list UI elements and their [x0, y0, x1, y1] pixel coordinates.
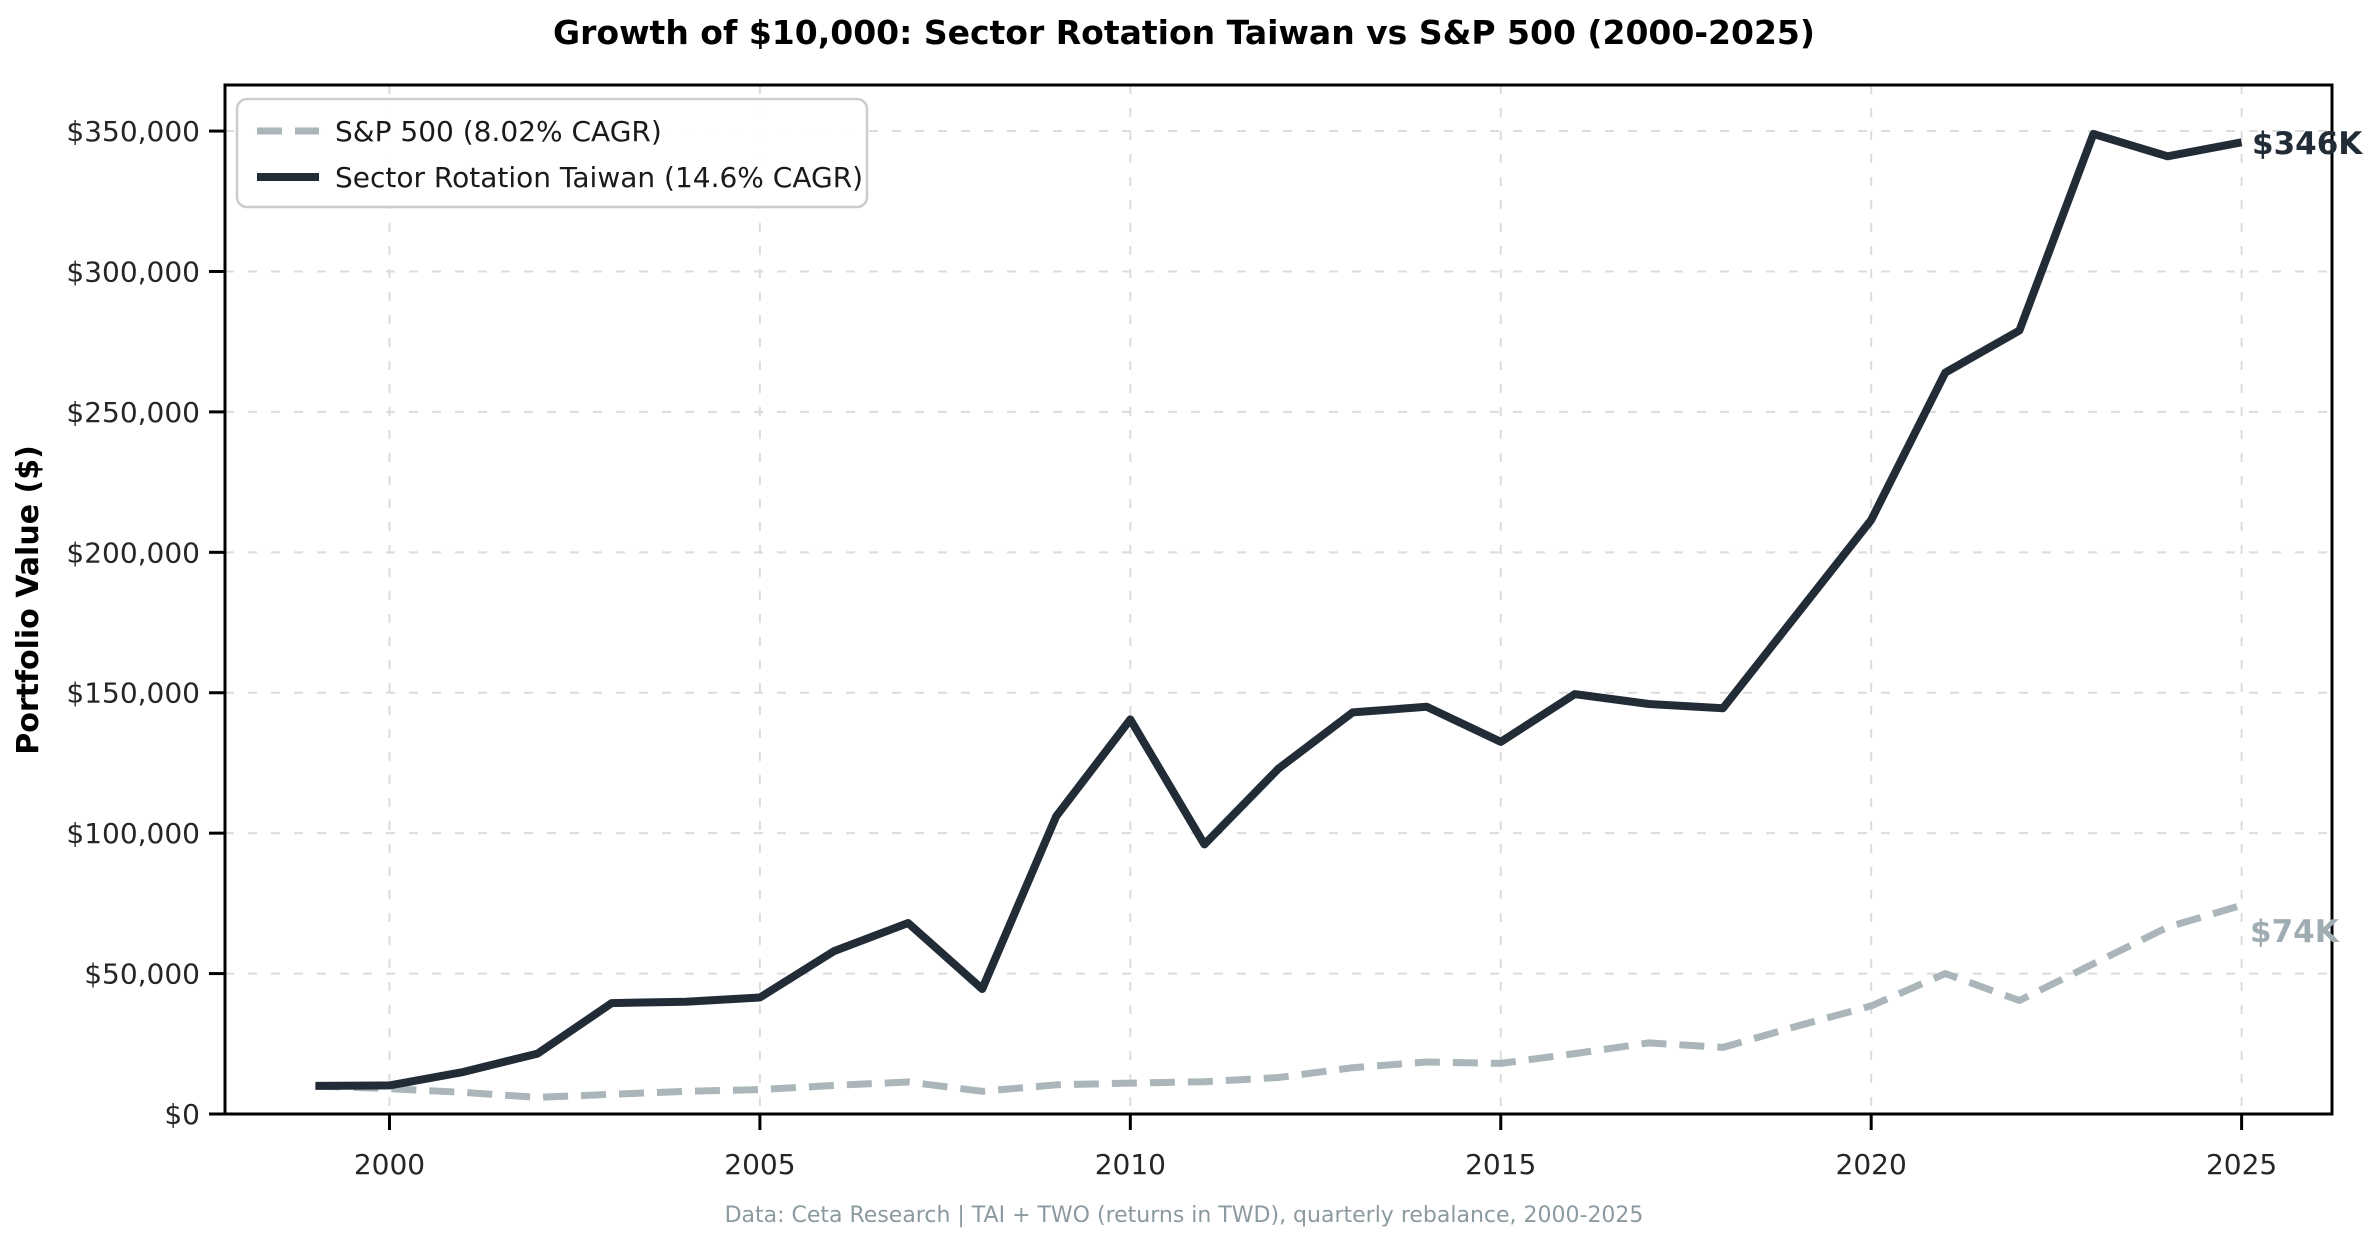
x-tick-label: 2010	[1095, 1148, 1166, 1181]
x-tick-label: 2025	[2206, 1148, 2277, 1181]
series-layer	[315, 129, 2243, 1101]
y-tick-label: $250,000	[66, 396, 200, 429]
legend-box	[235, 97, 869, 209]
x-tick-label: 2020	[1836, 1148, 1907, 1181]
sp500-end-value-annotation: $74K	[2250, 914, 2340, 950]
sp500-series-line	[315, 901, 2243, 1101]
y-tick-label: $0	[164, 1098, 200, 1131]
y-tick-label: $300,000	[66, 255, 200, 288]
tick-layer: $0 $50,000 $100,000 $150,000 $200,000 $250,00…	[66, 115, 2277, 1181]
y-tick-label: $100,000	[66, 817, 200, 850]
chart-title: Growth of $10,000: Sector Rotation Taiwa…	[553, 13, 1815, 52]
legend: S&P 500 (8.02% CAGR) Sector Rotation Tai…	[235, 97, 869, 209]
y-tick-label: $350,000	[66, 115, 200, 148]
y-axis-label: Portfolio Value ($)	[11, 445, 46, 755]
x-tick-label: 2015	[1465, 1148, 1536, 1181]
taiwan-end-value-annotation: $346K	[2252, 126, 2363, 162]
legend-label-taiwan: Sector Rotation Taiwan (14.6% CAGR)	[335, 161, 863, 194]
y-tick-label: $150,000	[66, 677, 200, 710]
legend-label-sp500: S&P 500 (8.02% CAGR)	[335, 115, 662, 148]
plot-border	[223, 83, 2334, 1116]
x-tick-label: 2000	[354, 1148, 425, 1181]
y-tick-label: $200,000	[66, 536, 200, 569]
data-source-footer: Data: Ceta Research | TAI + TWO (returns…	[725, 1203, 1644, 1228]
x-tick-label: 2005	[724, 1148, 795, 1181]
taiwan-series-line	[315, 129, 2243, 1090]
y-tick-label: $50,000	[84, 958, 200, 991]
grid-layer	[225, 85, 2332, 1114]
